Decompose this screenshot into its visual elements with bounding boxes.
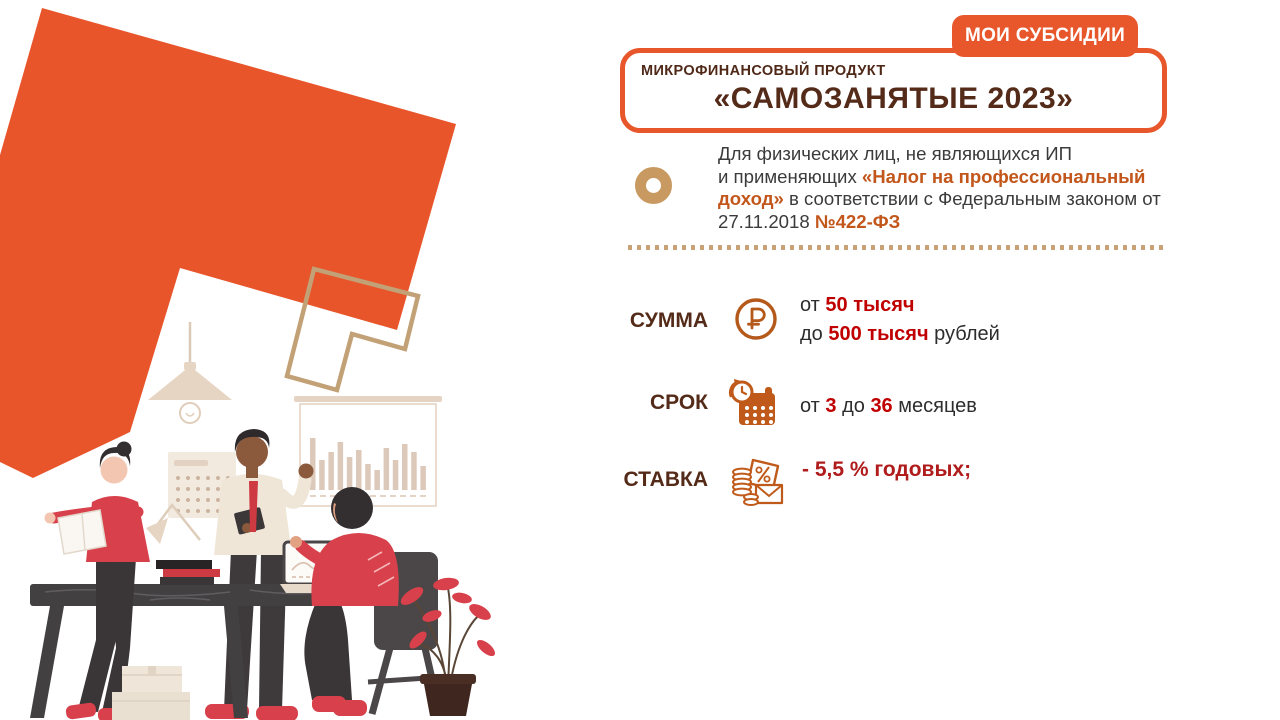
rate-label: СТАВКА — [623, 468, 708, 491]
gold-frame-shape — [284, 266, 421, 393]
sum-from-value: 50 тысяч — [825, 294, 915, 316]
ruble-circle-icon — [735, 298, 777, 340]
term-prefix: от — [800, 395, 826, 417]
dotted-divider — [628, 245, 1167, 250]
pendant-lamp — [148, 322, 232, 424]
orange-shape — [0, 8, 456, 478]
product-title-box: МИКРОФИНАНСОВЫЙ ПРОДУКТ «САМОЗАНЯТЫЕ 202… — [620, 48, 1167, 133]
sum-label: СУММА — [629, 309, 708, 332]
eligibility-text: Для физических лиц, не являющихся ИП и пр… — [718, 143, 1176, 233]
whiteboard-bars — [310, 438, 426, 490]
term-label: СРОК — [649, 391, 708, 414]
sum-to-value: 500 тысяч — [828, 323, 929, 345]
desk-lamp — [146, 502, 201, 544]
intro-mid: в соответствии с Федеральным законом от … — [718, 188, 1161, 232]
rate-value: - 5,5 % годовых; — [802, 458, 972, 481]
office-illustration — [0, 8, 496, 720]
man-seated — [290, 487, 399, 716]
term-value: от 3 до 36 месяцев — [800, 392, 977, 421]
term-suffix: месяцев — [892, 395, 977, 417]
woman-standing — [44, 441, 150, 720]
product-title: «САМОЗАНЯТЫЕ 2023» — [713, 82, 1074, 115]
potted-plant — [400, 577, 496, 716]
intro-line1: Для физических лиц, не являющихся ИП — [718, 143, 1072, 164]
sum-from-prefix: от — [800, 294, 826, 316]
sum-to-prefix: до — [800, 323, 829, 345]
law-name-highlight: «Налог на профессиональный доход» — [718, 165, 1146, 210]
percent-envelope-coins-icon — [732, 458, 784, 506]
storage-boxes — [112, 666, 190, 720]
term-middle: до — [836, 395, 871, 417]
whiteboard-chart — [294, 396, 442, 507]
bullet-donut-icon — [635, 167, 672, 204]
product-eyebrow: МИКРОФИНАНСОВЫЙ ПРОДУКТ — [641, 63, 886, 79]
term-value-min: 3 — [825, 395, 837, 417]
intro-line2-prefix: и применяющих — [718, 165, 862, 187]
term-value-max: 36 — [870, 395, 893, 417]
sum-to-suffix: рублей — [928, 323, 1000, 345]
calendar-clock-icon — [728, 379, 775, 425]
brand-badge: МОИ СУБСИДИИ — [952, 15, 1138, 57]
books-stack — [156, 560, 220, 585]
sum-value: от 50 тысяч до 500 тысяч рублей — [800, 291, 1000, 349]
law-number-highlight: №422-ФЗ — [814, 210, 901, 232]
